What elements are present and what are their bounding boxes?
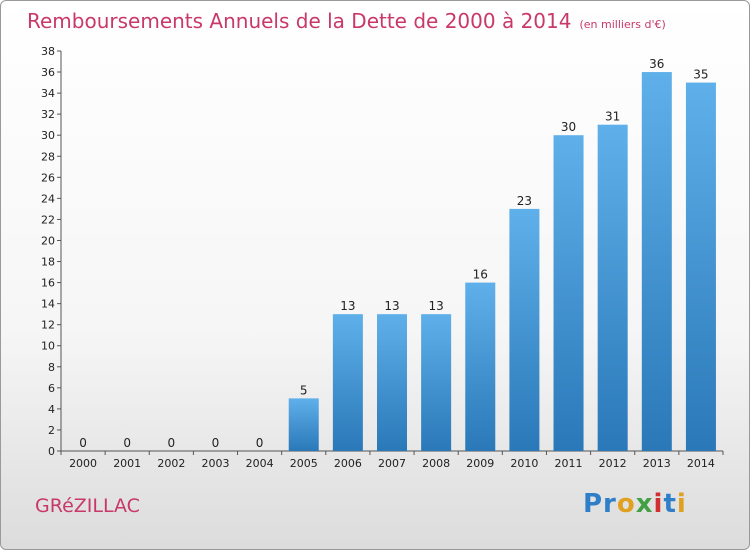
logo-letters-1: Pr — [583, 489, 617, 519]
y-tick-label: 10 — [41, 340, 55, 353]
chart-title: Remboursements Annuels de la Dette de 20… — [27, 9, 666, 33]
y-tick-label: 0 — [48, 445, 55, 458]
y-tick-label: 4 — [48, 403, 55, 416]
y-tick-label: 30 — [41, 129, 55, 142]
bar-2008 — [421, 314, 452, 451]
y-tick-label: 38 — [41, 45, 55, 58]
bar-2010 — [509, 208, 540, 451]
value-label-2010: 23 — [517, 194, 532, 208]
y-tick-label: 6 — [48, 382, 55, 395]
value-label-2004: 0 — [256, 436, 264, 450]
chart-title-unit: (en milliers d'€) — [579, 18, 666, 31]
bar-2011 — [553, 135, 584, 452]
x-tick-label-2000: 2000 — [69, 457, 97, 470]
bar-2012 — [597, 124, 628, 452]
value-label-2001: 0 — [123, 436, 131, 450]
bar-2007 — [376, 314, 408, 451]
x-tick-label-2014: 2014 — [687, 457, 715, 470]
x-tick-label-2006: 2006 — [334, 457, 362, 470]
logo-letters-2: o — [616, 489, 636, 519]
value-label-2008: 13 — [428, 299, 443, 313]
value-label-2013: 36 — [649, 57, 664, 71]
bar-2013 — [641, 72, 672, 451]
proxiti-logo: Proxiti — [583, 489, 687, 519]
x-tick-label-2002: 2002 — [157, 457, 185, 470]
value-label-2007: 13 — [384, 299, 399, 313]
y-tick-label: 8 — [48, 361, 55, 374]
x-tick-label-2012: 2012 — [599, 457, 627, 470]
x-tick-label-2007: 2007 — [378, 457, 406, 470]
value-label-2011: 30 — [561, 120, 576, 134]
logo-letters-3: x — [635, 489, 654, 519]
logo-letters-5: t — [663, 489, 677, 519]
y-tick-label: 26 — [41, 171, 55, 184]
y-tick-label: 20 — [41, 234, 55, 247]
x-tick-label-2001: 2001 — [113, 457, 141, 470]
chart-bars: 0 0 0 0 0 5 13 13 13 16 23 30 31 36 35 — [79, 57, 716, 452]
y-tick-label: 16 — [41, 277, 55, 290]
y-tick-label: 22 — [41, 213, 55, 226]
y-tick-label: 28 — [41, 150, 55, 163]
value-label-2012: 31 — [605, 110, 620, 124]
bar-2009 — [465, 282, 496, 451]
y-tick-label: 2 — [48, 424, 55, 437]
value-label-2006: 13 — [340, 299, 355, 313]
y-tick-label: 34 — [41, 87, 55, 100]
x-tick-label-2004: 2004 — [246, 457, 274, 470]
logo-letters-4: i — [653, 489, 664, 519]
value-label-2014: 35 — [693, 68, 708, 82]
bar-2005 — [288, 398, 319, 451]
x-tick-label-2010: 2010 — [510, 457, 538, 470]
value-label-2000: 0 — [79, 436, 87, 450]
bar-2006 — [332, 314, 363, 451]
y-tick-label: 32 — [41, 108, 55, 121]
value-label-2005: 5 — [300, 383, 308, 397]
y-tick-label: 36 — [41, 66, 55, 79]
x-tick-label-2003: 2003 — [201, 457, 229, 470]
chart-title-text: Remboursements Annuels de la Dette de 20… — [27, 9, 572, 33]
y-tick-label: 12 — [41, 319, 55, 332]
y-tick-label: 18 — [41, 256, 55, 269]
value-label-2002: 0 — [168, 436, 176, 450]
x-tick-label-2013: 2013 — [643, 457, 671, 470]
y-tick-label: 24 — [41, 192, 55, 205]
x-tick-label-2008: 2008 — [422, 457, 450, 470]
y-tick-label: 14 — [41, 298, 55, 311]
commune-name: GRéZILLAC — [35, 495, 140, 517]
logo-letters-6: i — [676, 489, 687, 519]
x-tick-label-2005: 2005 — [290, 457, 318, 470]
value-label-2009: 16 — [473, 268, 488, 282]
bar-2014 — [685, 82, 716, 451]
x-tick-label-2011: 2011 — [555, 457, 583, 470]
value-label-2003: 0 — [212, 436, 220, 450]
x-tick-label-2009: 2009 — [466, 457, 494, 470]
